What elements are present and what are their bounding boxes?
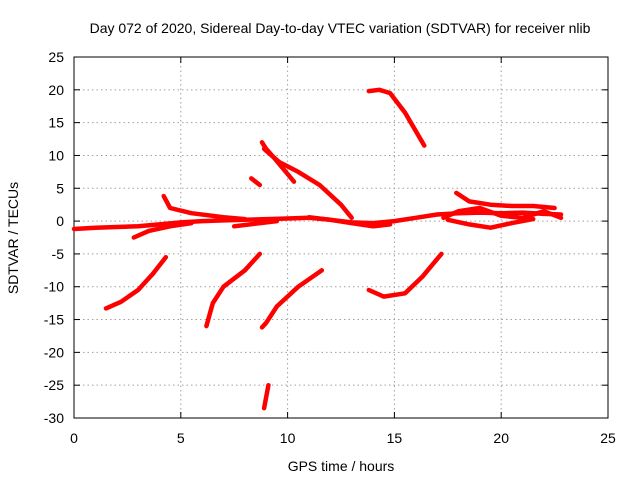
series-line-track-f <box>261 382 271 411</box>
series-line-track-l <box>366 251 444 299</box>
y-axis-label: SDTVAR / TECUs <box>5 182 21 294</box>
series-line-track-b <box>161 193 248 222</box>
series-line-track-m <box>454 190 557 211</box>
y-tick-label: -10 <box>44 279 64 295</box>
x-tick-label: 15 <box>387 430 403 446</box>
series-line-track-p <box>306 214 393 229</box>
x-tick-label: 25 <box>600 430 616 446</box>
axis-ticks <box>73 56 609 419</box>
data-series <box>71 87 564 411</box>
series-line-track-a <box>103 254 169 311</box>
y-tick-label: -5 <box>52 246 65 262</box>
series-line-track-k <box>366 87 427 148</box>
series-line-track-i <box>249 176 263 188</box>
series-line-track-j <box>231 218 280 229</box>
y-tick-label: -15 <box>44 312 64 328</box>
series-line-track-h <box>261 146 354 221</box>
x-tick-label: 20 <box>493 430 509 446</box>
grid <box>74 57 608 418</box>
y-tick-label: -30 <box>44 410 64 426</box>
x-tick-label: 5 <box>177 430 185 446</box>
y-tick-label: 0 <box>56 213 64 229</box>
y-tick-label: 10 <box>48 147 64 163</box>
x-tick-labels: 0 5 10 15 20 25 <box>70 430 616 446</box>
series-line-track-o <box>445 216 536 230</box>
y-tick-label: 5 <box>56 180 64 196</box>
x-tick-label: 10 <box>280 430 296 446</box>
series-line-track-n <box>441 205 564 221</box>
y-tick-labels: -30 -25 -20 -15 -10 -5 0 5 10 15 20 25 <box>44 49 64 426</box>
y-tick-label: 15 <box>48 115 64 131</box>
y-tick-label: -25 <box>44 377 64 393</box>
y-tick-label: -20 <box>44 344 64 360</box>
chart-title: Day 072 of 2020, Sidereal Day-to-day VTE… <box>90 20 591 36</box>
series-line-track-e <box>259 268 325 330</box>
series-line-track-c <box>131 220 194 240</box>
series-line-track-d <box>204 251 263 329</box>
x-tick-label: 0 <box>70 430 78 446</box>
y-tick-label: 20 <box>48 82 64 98</box>
plot-frame <box>73 56 609 419</box>
y-tick-label: 25 <box>48 49 64 65</box>
x-axis-label: GPS time / hours <box>288 458 395 474</box>
